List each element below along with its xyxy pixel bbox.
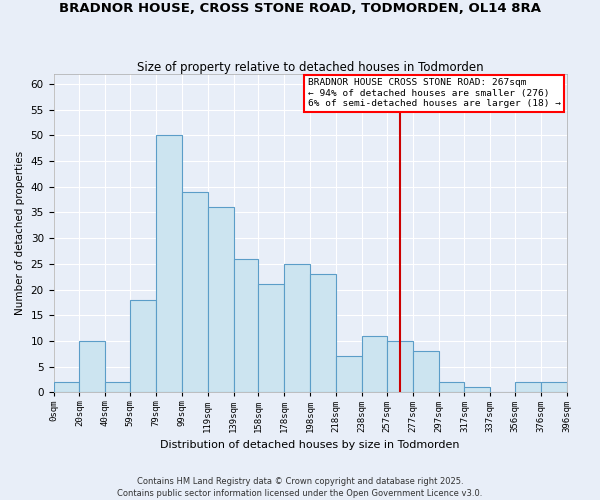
- Bar: [182, 192, 208, 392]
- Text: Contains HM Land Registry data © Crown copyright and database right 2025.
Contai: Contains HM Land Registry data © Crown c…: [118, 476, 482, 498]
- Bar: [464, 388, 490, 392]
- Bar: [439, 382, 464, 392]
- Bar: [362, 336, 386, 392]
- Title: Size of property relative to detached houses in Todmorden: Size of property relative to detached ho…: [137, 60, 484, 74]
- Bar: [130, 300, 156, 392]
- Bar: [541, 382, 567, 392]
- Bar: [310, 274, 336, 392]
- Bar: [53, 382, 79, 392]
- Bar: [208, 208, 234, 392]
- Bar: [284, 264, 310, 392]
- Bar: [259, 284, 284, 393]
- Bar: [386, 341, 413, 392]
- X-axis label: Distribution of detached houses by size in Todmorden: Distribution of detached houses by size …: [160, 440, 460, 450]
- Text: BRADNOR HOUSE, CROSS STONE ROAD, TODMORDEN, OL14 8RA: BRADNOR HOUSE, CROSS STONE ROAD, TODMORD…: [59, 2, 541, 16]
- Y-axis label: Number of detached properties: Number of detached properties: [15, 151, 25, 315]
- Bar: [106, 382, 130, 392]
- Bar: [79, 341, 106, 392]
- Bar: [234, 258, 259, 392]
- Bar: [515, 382, 541, 392]
- Bar: [336, 356, 362, 392]
- Bar: [156, 135, 182, 392]
- Text: BRADNOR HOUSE CROSS STONE ROAD: 267sqm
← 94% of detached houses are smaller (276: BRADNOR HOUSE CROSS STONE ROAD: 267sqm ←…: [308, 78, 560, 108]
- Bar: [413, 352, 439, 393]
